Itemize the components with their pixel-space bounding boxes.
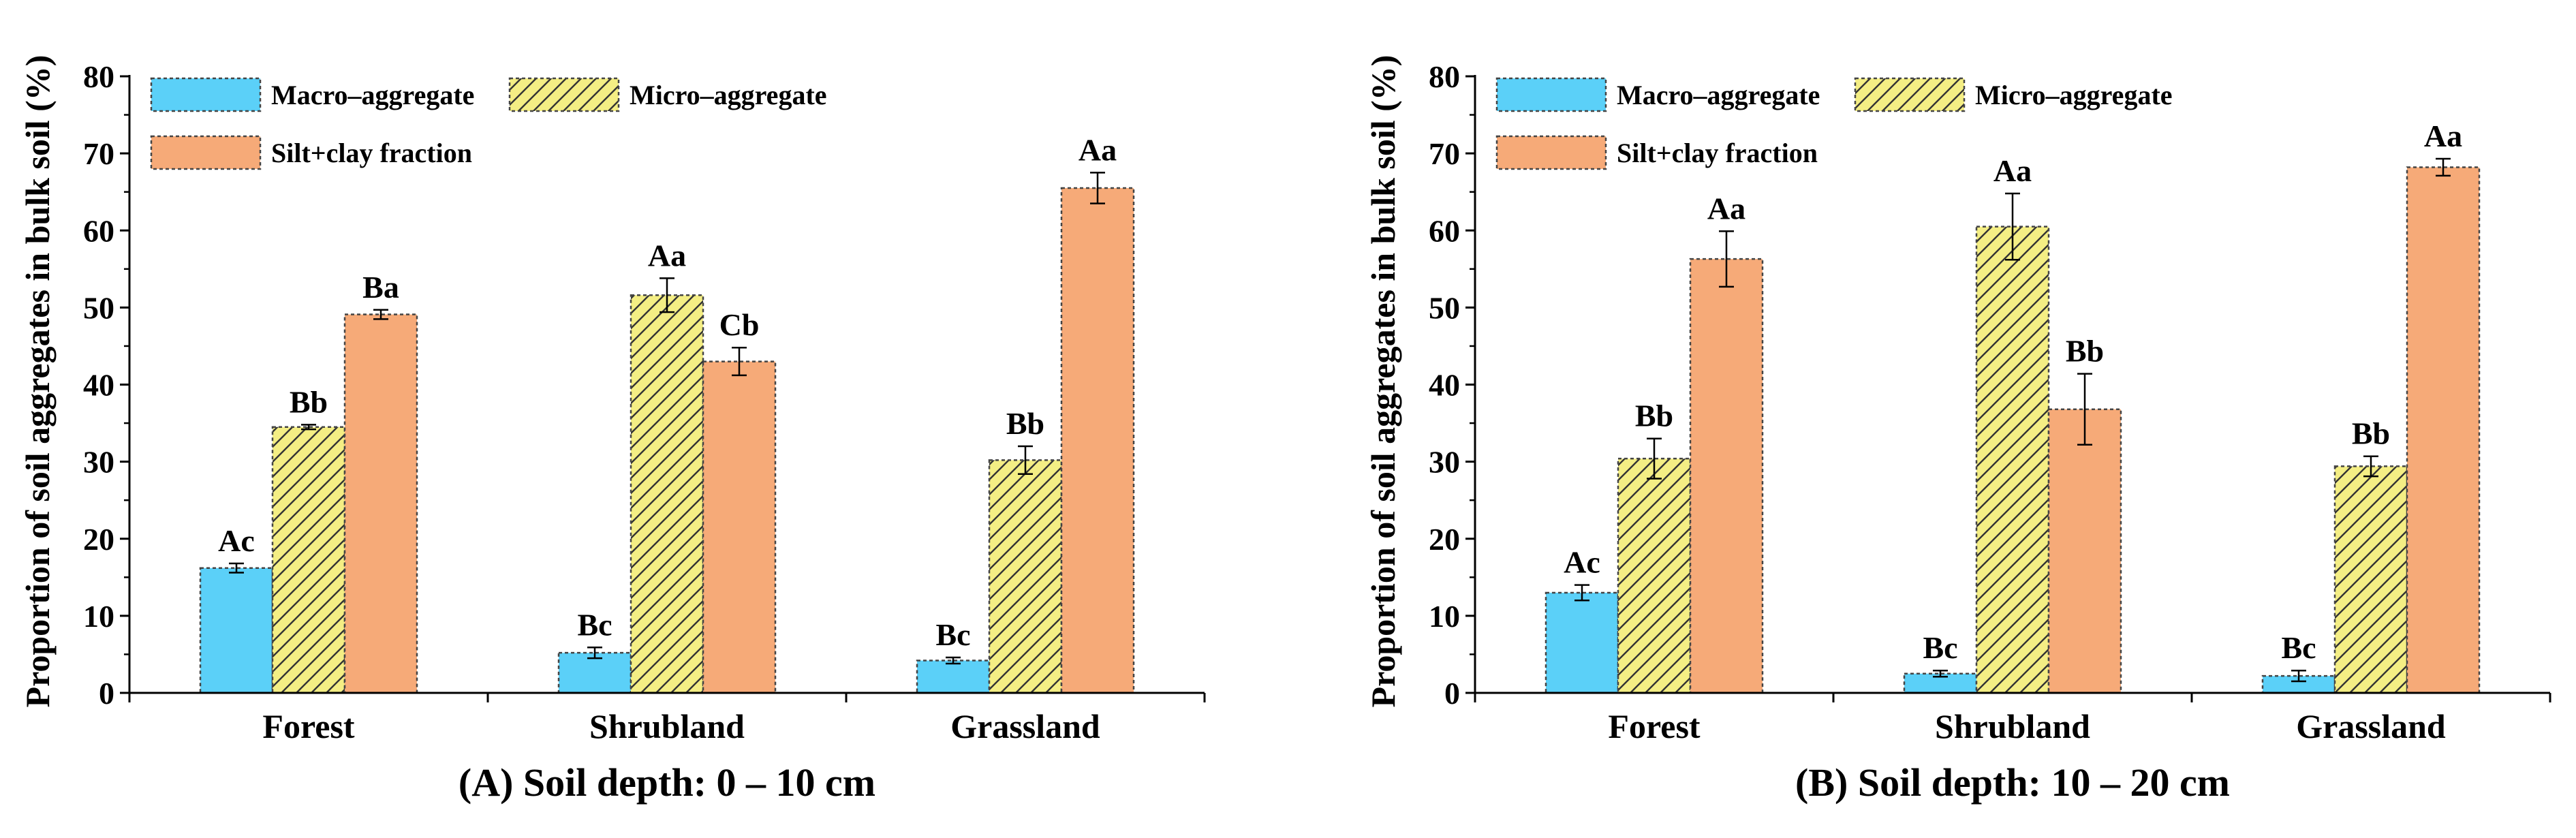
category-label-grassland: Grassland	[2296, 707, 2446, 745]
legend-swatch-micro	[1854, 77, 1966, 112]
significance-label: Aa	[1707, 191, 1745, 226]
bar-micro-grassland	[2333, 465, 2408, 694]
y-tick-label: 40	[1429, 368, 1460, 403]
bar-silt-grassland	[2406, 166, 2481, 694]
significance-label: Aa	[2424, 119, 2462, 153]
legend: Macro–aggregate Micro–aggregate Silt+clay …	[150, 77, 827, 170]
significance-label: Bc	[1923, 630, 1957, 665]
significance-label: Aa	[1078, 132, 1117, 167]
y-tick-label: 10	[1429, 599, 1460, 634]
category-label-shrubland: Shrubland	[1935, 707, 2090, 745]
significance-label: Aa	[648, 238, 686, 273]
legend-label-silt: Silt+clay fraction	[271, 138, 472, 168]
significance-label: Bb	[1006, 406, 1044, 441]
y-tick-label: 30	[83, 445, 114, 480]
significance-label: Bb	[290, 384, 328, 419]
panel-title: (A) Soil depth: 0 – 10 cm	[459, 760, 875, 805]
legend-swatch-silt	[150, 135, 262, 170]
legend-item-micro: Micro–aggregate	[1854, 77, 2173, 112]
significance-label: Bb	[2352, 416, 2390, 451]
bar-silt-forest	[343, 313, 418, 694]
panel-title: (B) Soil depth: 10 – 20 cm	[1795, 760, 2230, 805]
category-label-forest: Forest	[262, 707, 354, 745]
legend-swatch-macro	[150, 77, 262, 112]
legend-swatch-micro	[508, 77, 620, 112]
significance-label: Bc	[2281, 630, 2316, 665]
legend: Macro–aggregate Micro–aggregate Silt+clay …	[1495, 77, 2173, 170]
legend-swatch-silt	[1495, 135, 1607, 170]
bar-silt-forest	[1689, 258, 1764, 694]
y-tick-label: 70	[1429, 136, 1460, 171]
bar-micro-grassland	[988, 459, 1063, 694]
bar-silt-shrubland	[2047, 408, 2122, 694]
bar-micro-forest	[1617, 457, 1692, 694]
y-tick-label: 70	[83, 136, 114, 171]
legend-item-silt: Silt+clay fraction	[150, 135, 472, 170]
legend-item-micro: Micro–aggregate	[508, 77, 827, 112]
legend-item-silt: Silt+clay fraction	[1495, 135, 1818, 170]
significance-label: Bb	[1635, 399, 1673, 433]
bar-micro-shrubland	[1975, 226, 2050, 694]
y-tick-label: 50	[1429, 290, 1460, 325]
y-tick-label: 60	[83, 213, 114, 248]
y-tick-label: 20	[83, 522, 114, 557]
significance-label: Bc	[577, 607, 612, 642]
legend-label-macro: Macro–aggregate	[271, 80, 474, 110]
legend-swatch-macro	[1495, 77, 1607, 112]
legend-label-macro: Macro–aggregate	[1617, 80, 1820, 110]
y-tick-label: 60	[1429, 213, 1460, 248]
y-tick-label: 10	[83, 599, 114, 634]
significance-label: Ac	[218, 523, 255, 558]
legend-label-silt: Silt+clay fraction	[1617, 138, 1818, 168]
bar-macro-forest	[1545, 591, 1619, 694]
category-label-grassland: Grassland	[950, 707, 1100, 745]
legend-item-macro: Macro–aggregate	[150, 77, 474, 112]
legend-label-micro: Micro–aggregate	[1975, 80, 2173, 110]
y-tick-label: 0	[1444, 676, 1460, 711]
y-tick-label: 20	[1429, 522, 1460, 557]
y-tick-label: 0	[99, 676, 114, 711]
significance-label: Bb	[2066, 334, 2104, 369]
bar-macro-forest	[199, 567, 274, 694]
bar-silt-grassland	[1060, 187, 1135, 694]
category-label-shrubland: Shrubland	[589, 707, 745, 745]
significance-label: Cb	[719, 307, 760, 342]
significance-label: Ba	[362, 270, 399, 305]
y-axis-label: Proportion of soil aggregates in bulk so…	[18, 55, 57, 708]
y-tick-label: 30	[1429, 445, 1460, 480]
panel-b: Ac Bb Aa Forest Bc Aa Bb Shrubland Bc Bb Aa Grassla…	[1364, 55, 2551, 805]
legend-item-macro: Macro–aggregate	[1495, 77, 1820, 112]
panel-a: Ac Bb Ba Forest Bc Aa Cb Shrubland Bc Bb Aa Grassla…	[18, 55, 1206, 805]
significance-label: Aa	[1993, 153, 2032, 188]
category-label-forest: Forest	[1608, 707, 1700, 745]
significance-label: Bc	[935, 617, 970, 652]
y-axis-label: Proportion of soil aggregates in bulk so…	[1364, 55, 1402, 708]
bar-silt-shrubland	[702, 360, 777, 694]
y-tick-label: 40	[83, 368, 114, 403]
bar-micro-forest	[271, 426, 346, 694]
legend-label-micro: Micro–aggregate	[630, 80, 827, 110]
significance-label: Ac	[1564, 545, 1600, 580]
y-tick-label: 50	[83, 290, 114, 325]
y-tick-label: 80	[83, 59, 114, 94]
bar-macro-grassland	[916, 659, 991, 694]
bar-micro-shrubland	[630, 294, 704, 694]
y-tick-label: 80	[1429, 59, 1460, 94]
